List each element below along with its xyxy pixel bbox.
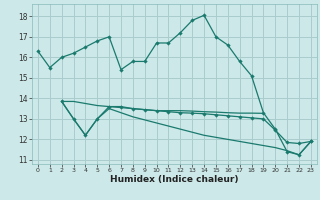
X-axis label: Humidex (Indice chaleur): Humidex (Indice chaleur) [110,175,239,184]
